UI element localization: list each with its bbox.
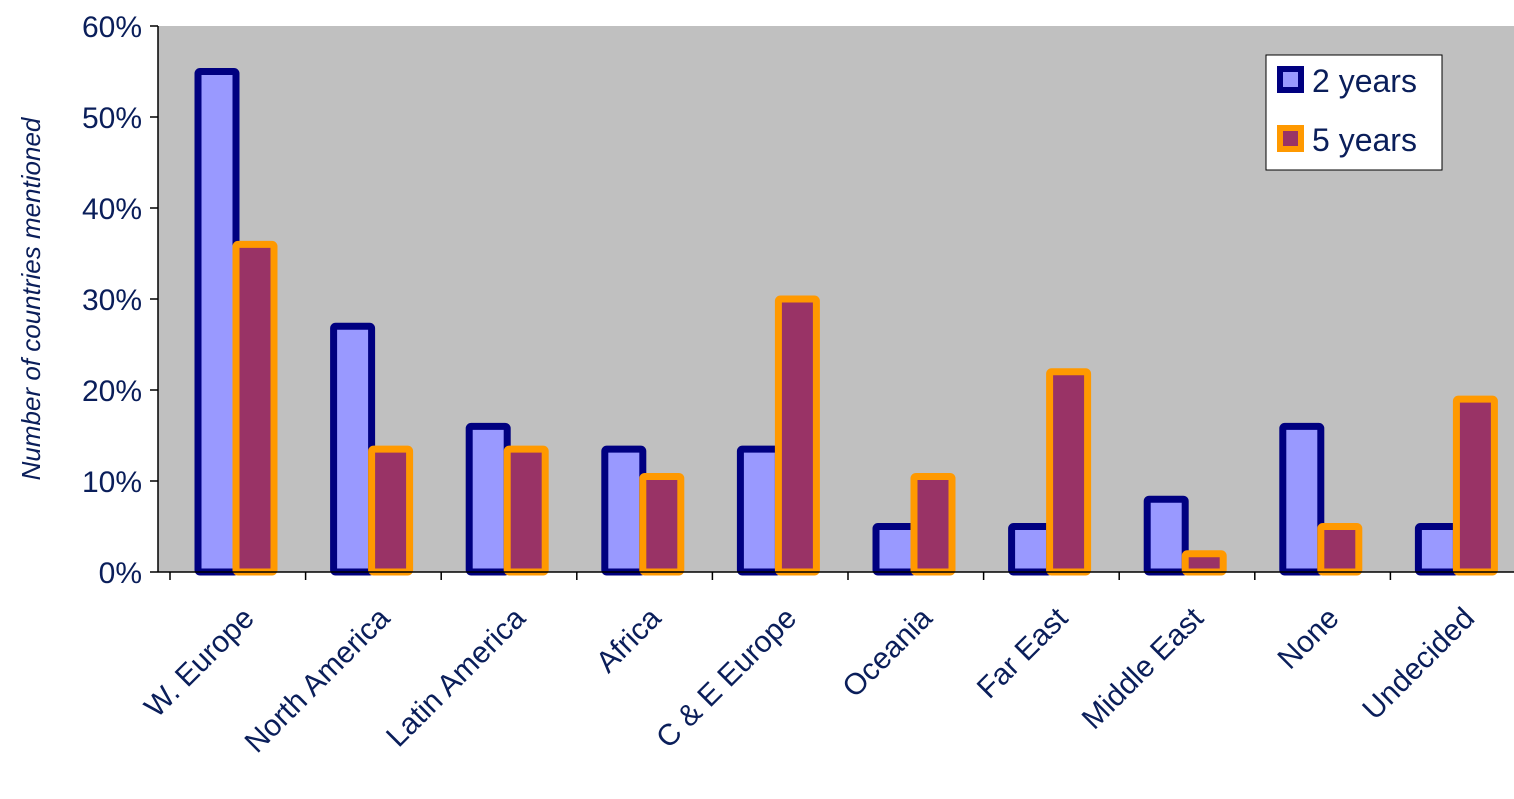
y-tick-label: 50% — [82, 102, 142, 135]
y-tick-label: 0% — [99, 557, 142, 590]
x-category-label: North America — [239, 601, 397, 759]
x-category-label: None — [1272, 602, 1346, 676]
x-category-label: Latin America — [380, 601, 532, 753]
bar-2-years — [872, 523, 918, 576]
bar-2-years — [465, 422, 511, 576]
y-tick-label: 30% — [82, 284, 142, 317]
y-tick-label: 10% — [82, 466, 142, 499]
bar-5-years — [368, 445, 414, 576]
bar-5-years — [910, 472, 956, 576]
x-category-label: Africa — [590, 601, 668, 679]
legend-label-2-years: 2 years — [1312, 63, 1417, 99]
x-category-label: W. Europe — [138, 602, 260, 724]
bar-2-years — [194, 68, 240, 576]
bar-2-years — [1414, 523, 1460, 576]
x-category-label: C & E Europe — [650, 602, 803, 755]
bar-2-years — [1279, 422, 1325, 576]
legend-swatch-2-years — [1277, 66, 1304, 93]
bar-5-years — [1317, 523, 1363, 576]
x-category-label: Undecided — [1356, 602, 1481, 727]
bar-2-years — [1143, 495, 1189, 576]
y-axis-title: Number of countries mentioned — [16, 116, 46, 480]
bar-5-years — [1181, 550, 1227, 576]
bar-5-years — [1452, 395, 1498, 576]
x-category-label: Far East — [971, 601, 1075, 705]
bar-2-years — [736, 445, 782, 576]
y-axis-ticks: 0% 10% 20% 30% 40% 50% 60% — [82, 11, 158, 590]
legend: 2 years 5 years — [1265, 54, 1443, 171]
bar-2-years — [330, 322, 376, 576]
bar-5-years — [232, 240, 278, 576]
bar-5-years — [1046, 368, 1092, 576]
bar-2-years — [1008, 523, 1054, 576]
bar-2-years — [601, 445, 647, 576]
bar-5-years — [639, 472, 685, 576]
y-tick-label: 60% — [82, 11, 142, 44]
legend-label-5-years: 5 years — [1312, 122, 1417, 158]
bar-5-years — [774, 295, 820, 576]
x-category-label: Oceania — [836, 601, 939, 704]
legend-swatch-5-years — [1277, 125, 1304, 152]
y-tick-label: 40% — [82, 193, 142, 226]
y-tick-label: 20% — [82, 375, 142, 408]
bars-group — [194, 68, 1498, 576]
bar-5-years — [503, 445, 549, 576]
x-category-label: Middle East — [1076, 601, 1211, 736]
